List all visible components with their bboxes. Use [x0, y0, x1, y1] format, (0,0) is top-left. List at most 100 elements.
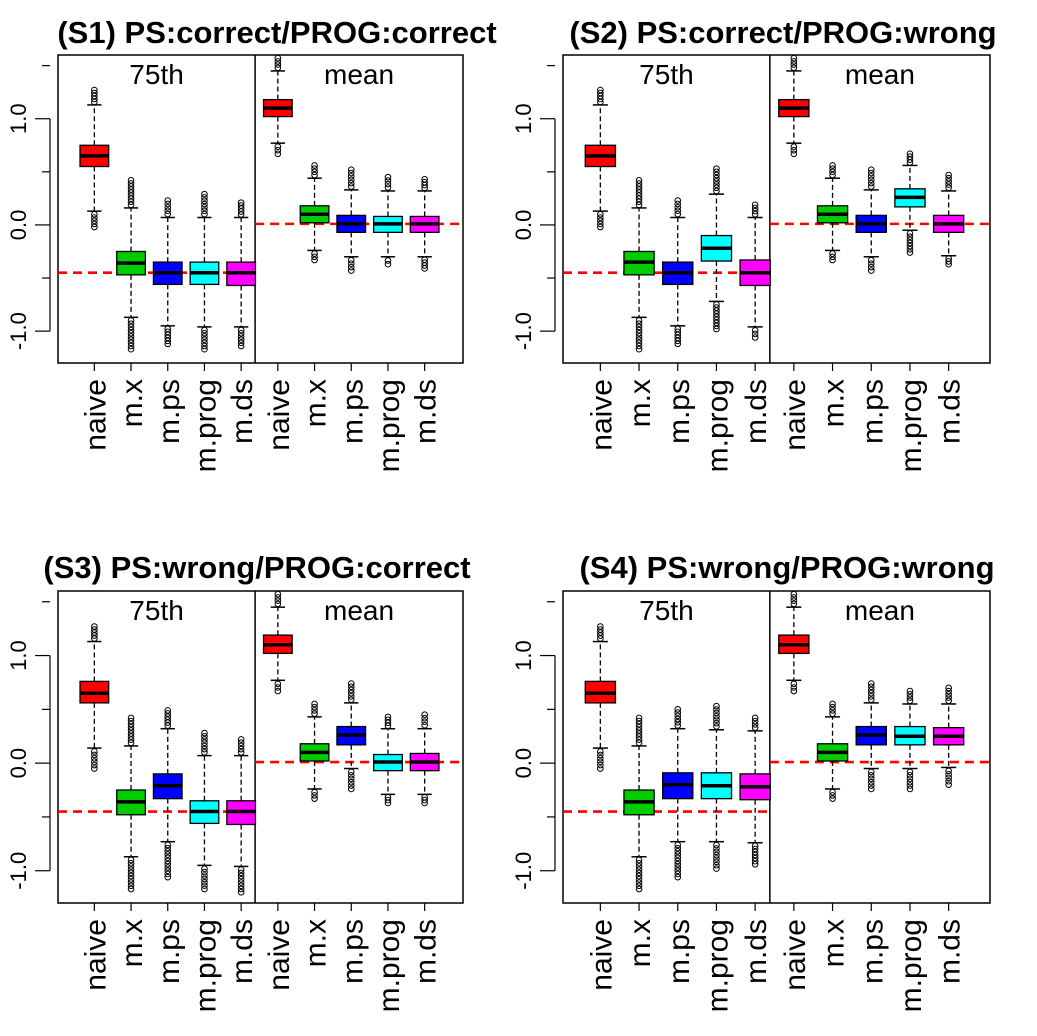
- group-label: mean: [324, 59, 394, 90]
- outlier-point: [713, 178, 720, 185]
- outlier-point: [384, 180, 392, 188]
- x-tick-label: naive: [585, 919, 618, 991]
- outlier-point: [945, 258, 952, 265]
- outlier-point: [867, 778, 875, 786]
- outlier-point: [635, 723, 643, 731]
- group-label: mean: [845, 595, 915, 626]
- outlier-point: [790, 58, 798, 65]
- outlier-point: [635, 198, 643, 206]
- group-label: 75th: [129, 595, 184, 626]
- outlier-point: [790, 146, 798, 154]
- outlier-point: [201, 872, 208, 879]
- outlier-point: [790, 143, 798, 150]
- outlier-point: [311, 703, 318, 711]
- outlier-point: [906, 694, 914, 701]
- panel-title: (S2) PS:correct/PROG:wrong: [569, 15, 996, 50]
- outlier-point: [201, 194, 208, 201]
- outlier-point: [635, 739, 643, 747]
- outlier-point: [829, 795, 836, 802]
- outlier-point: [164, 707, 172, 714]
- outlier-point: [347, 260, 355, 267]
- outlier-point: [274, 680, 282, 688]
- outlier-point: [751, 724, 759, 731]
- x-tick-label: naive: [779, 379, 812, 451]
- outlier-point: [790, 684, 798, 691]
- outlier-point: [674, 709, 682, 716]
- outlier-point: [790, 61, 798, 68]
- x-tick-label: m.ds: [226, 379, 259, 444]
- outlier-point: [713, 181, 720, 188]
- outlier-point: [127, 201, 135, 209]
- outlier-point: [237, 339, 245, 347]
- outlier-point: [201, 865, 208, 873]
- outlier-point: [945, 697, 952, 705]
- outlier-point: [906, 249, 914, 256]
- outlier-point: [91, 626, 98, 633]
- outlier-point: [867, 267, 875, 274]
- outlier-point: [751, 714, 759, 722]
- outlier-point: [164, 857, 172, 865]
- outlier-point: [751, 842, 759, 850]
- outlier-point: [421, 799, 428, 807]
- outlier-point: [347, 683, 355, 691]
- outlier-point: [347, 176, 355, 184]
- outlier-point: [164, 870, 172, 878]
- x-tick-label: m.x: [116, 919, 149, 967]
- x-tick-label: m.ps: [336, 379, 369, 444]
- outlier-point: [237, 329, 245, 337]
- outlier-point: [906, 690, 914, 698]
- outlier-point: [906, 775, 914, 783]
- outlier-point: [751, 201, 759, 209]
- outlier-point: [867, 173, 875, 180]
- outlier-point: [201, 190, 208, 198]
- outlier-point: [237, 342, 245, 350]
- x-tick-label: m.x: [624, 919, 657, 967]
- outlier-point: [127, 333, 135, 340]
- outlier-point: [91, 751, 98, 759]
- outlier-point: [713, 865, 720, 872]
- outlier-point: [906, 246, 914, 253]
- outlier-point: [635, 342, 643, 350]
- outlier-point: [945, 687, 952, 695]
- outlier-point: [384, 177, 392, 184]
- panel-s4: (S4) PS:wrong/PROG:wrong -1.0 0.0 1.0 75th m…: [511, 550, 995, 1012]
- outlier-point: [751, 854, 759, 862]
- outlier-point: [713, 719, 720, 727]
- outlier-point: [311, 168, 318, 176]
- outlier-point: [274, 597, 282, 604]
- outlier-point: [713, 171, 720, 179]
- outlier-point: [635, 201, 643, 209]
- plot-frame: [562, 590, 991, 904]
- x-tick-label: m.prog: [701, 379, 734, 472]
- outlier-point: [127, 189, 135, 196]
- outlier-point: [635, 876, 643, 883]
- y-tick-label: -1.0: [511, 852, 536, 890]
- outlier-point: [713, 187, 720, 195]
- outlier-point: [713, 848, 720, 856]
- outlier-point: [91, 214, 98, 221]
- outlier-point: [829, 707, 836, 714]
- outlier-point: [274, 594, 282, 601]
- outlier-point: [347, 686, 355, 694]
- outlier-point: [201, 342, 208, 350]
- outlier-point: [311, 795, 318, 802]
- outlier-point: [201, 729, 208, 737]
- outlier-point: [867, 683, 875, 691]
- outlier-point: [597, 761, 604, 769]
- y-tick-label: 1.0: [511, 103, 536, 134]
- outlier-point: [867, 768, 875, 776]
- outlier-point: [635, 714, 643, 722]
- outlier-point: [201, 739, 208, 746]
- outlier-point: [127, 326, 135, 334]
- outlier-point: [635, 326, 643, 334]
- outlier-point: [790, 687, 798, 695]
- outlier-point: [906, 778, 914, 786]
- outlier-point: [237, 745, 245, 753]
- outlier-point: [164, 340, 172, 348]
- outlier-point: [91, 220, 98, 228]
- outlier-point: [597, 220, 604, 228]
- x-tick-label: m.ps: [336, 919, 369, 984]
- outlier-point: [164, 844, 172, 852]
- outlier-point: [127, 885, 135, 893]
